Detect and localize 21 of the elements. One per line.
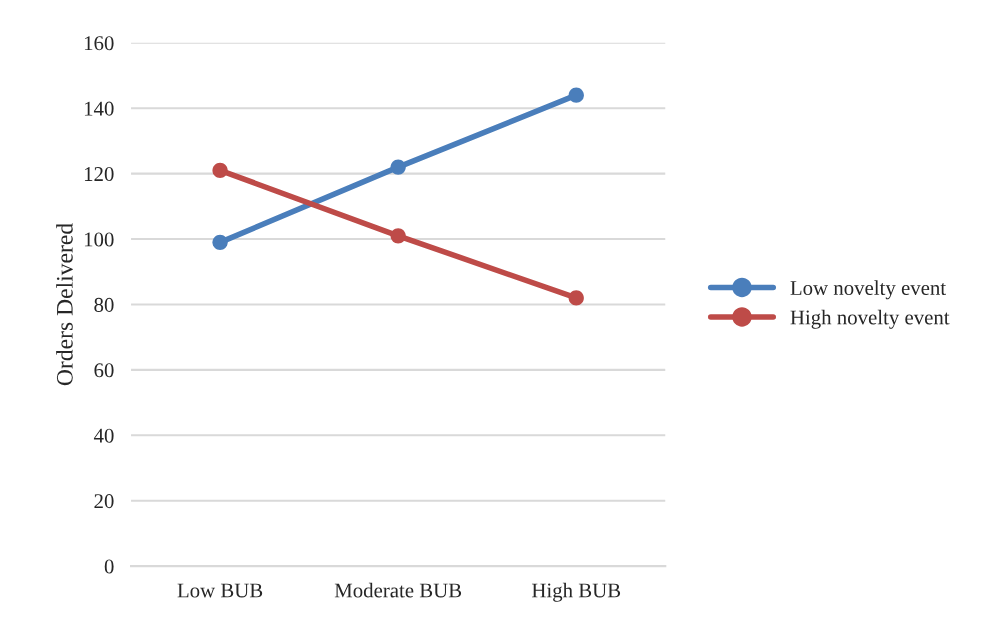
y-tick-label: 120	[84, 167, 114, 182]
y-tick-label: 0	[104, 559, 114, 574]
point	[390, 159, 406, 175]
y-axis-title: Orders Delivered	[56, 223, 73, 386]
point	[390, 228, 406, 244]
x-tick-label: Moderate BUB	[334, 582, 462, 598]
point	[212, 234, 228, 250]
x-tick-label: High BUB	[531, 582, 621, 602]
point	[568, 87, 584, 103]
y-tick-label: 40	[93, 428, 114, 443]
y-tick-label: 100	[84, 232, 114, 247]
y-tick-label: 20	[94, 494, 114, 509]
y-tick-label: 160	[84, 36, 114, 51]
point	[568, 290, 584, 306]
legend-label: High novelty event	[790, 309, 950, 329]
y-tick-label: 140	[84, 101, 114, 116]
y-tick-label: 80	[94, 297, 114, 312]
y-tick-label: 60	[94, 363, 114, 378]
x-tick-label: Low BUB	[177, 583, 263, 598]
point	[212, 162, 228, 179]
legend-label: Low novelty event	[790, 280, 946, 300]
